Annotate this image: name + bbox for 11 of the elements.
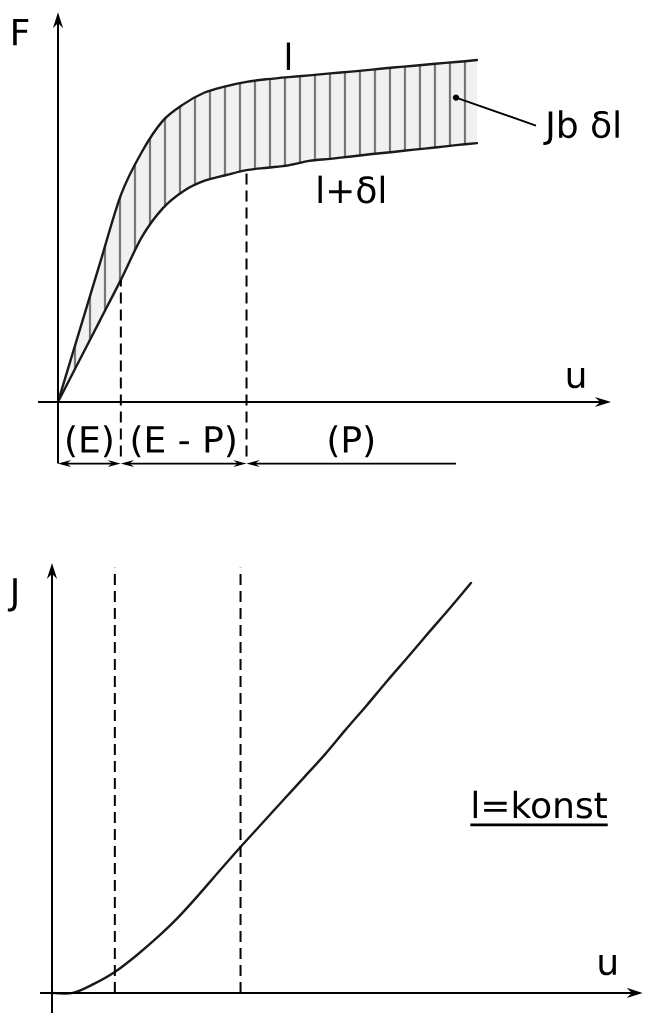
text: (E) — [67, 425, 112, 458]
series-label: l+δl — [318, 175, 385, 204]
x-axis-title: u — [599, 954, 616, 976]
y-axis-title: J — [7, 578, 17, 612]
annotation: l=konst — [473, 790, 607, 819]
text: Jb δl — [543, 110, 619, 145]
text: (E - P) — [132, 425, 235, 458]
text: (P) — [329, 425, 374, 458]
series-label: l — [286, 42, 291, 70]
y-axis-title: F — [13, 19, 29, 46]
x-axis-title: u — [567, 367, 585, 389]
